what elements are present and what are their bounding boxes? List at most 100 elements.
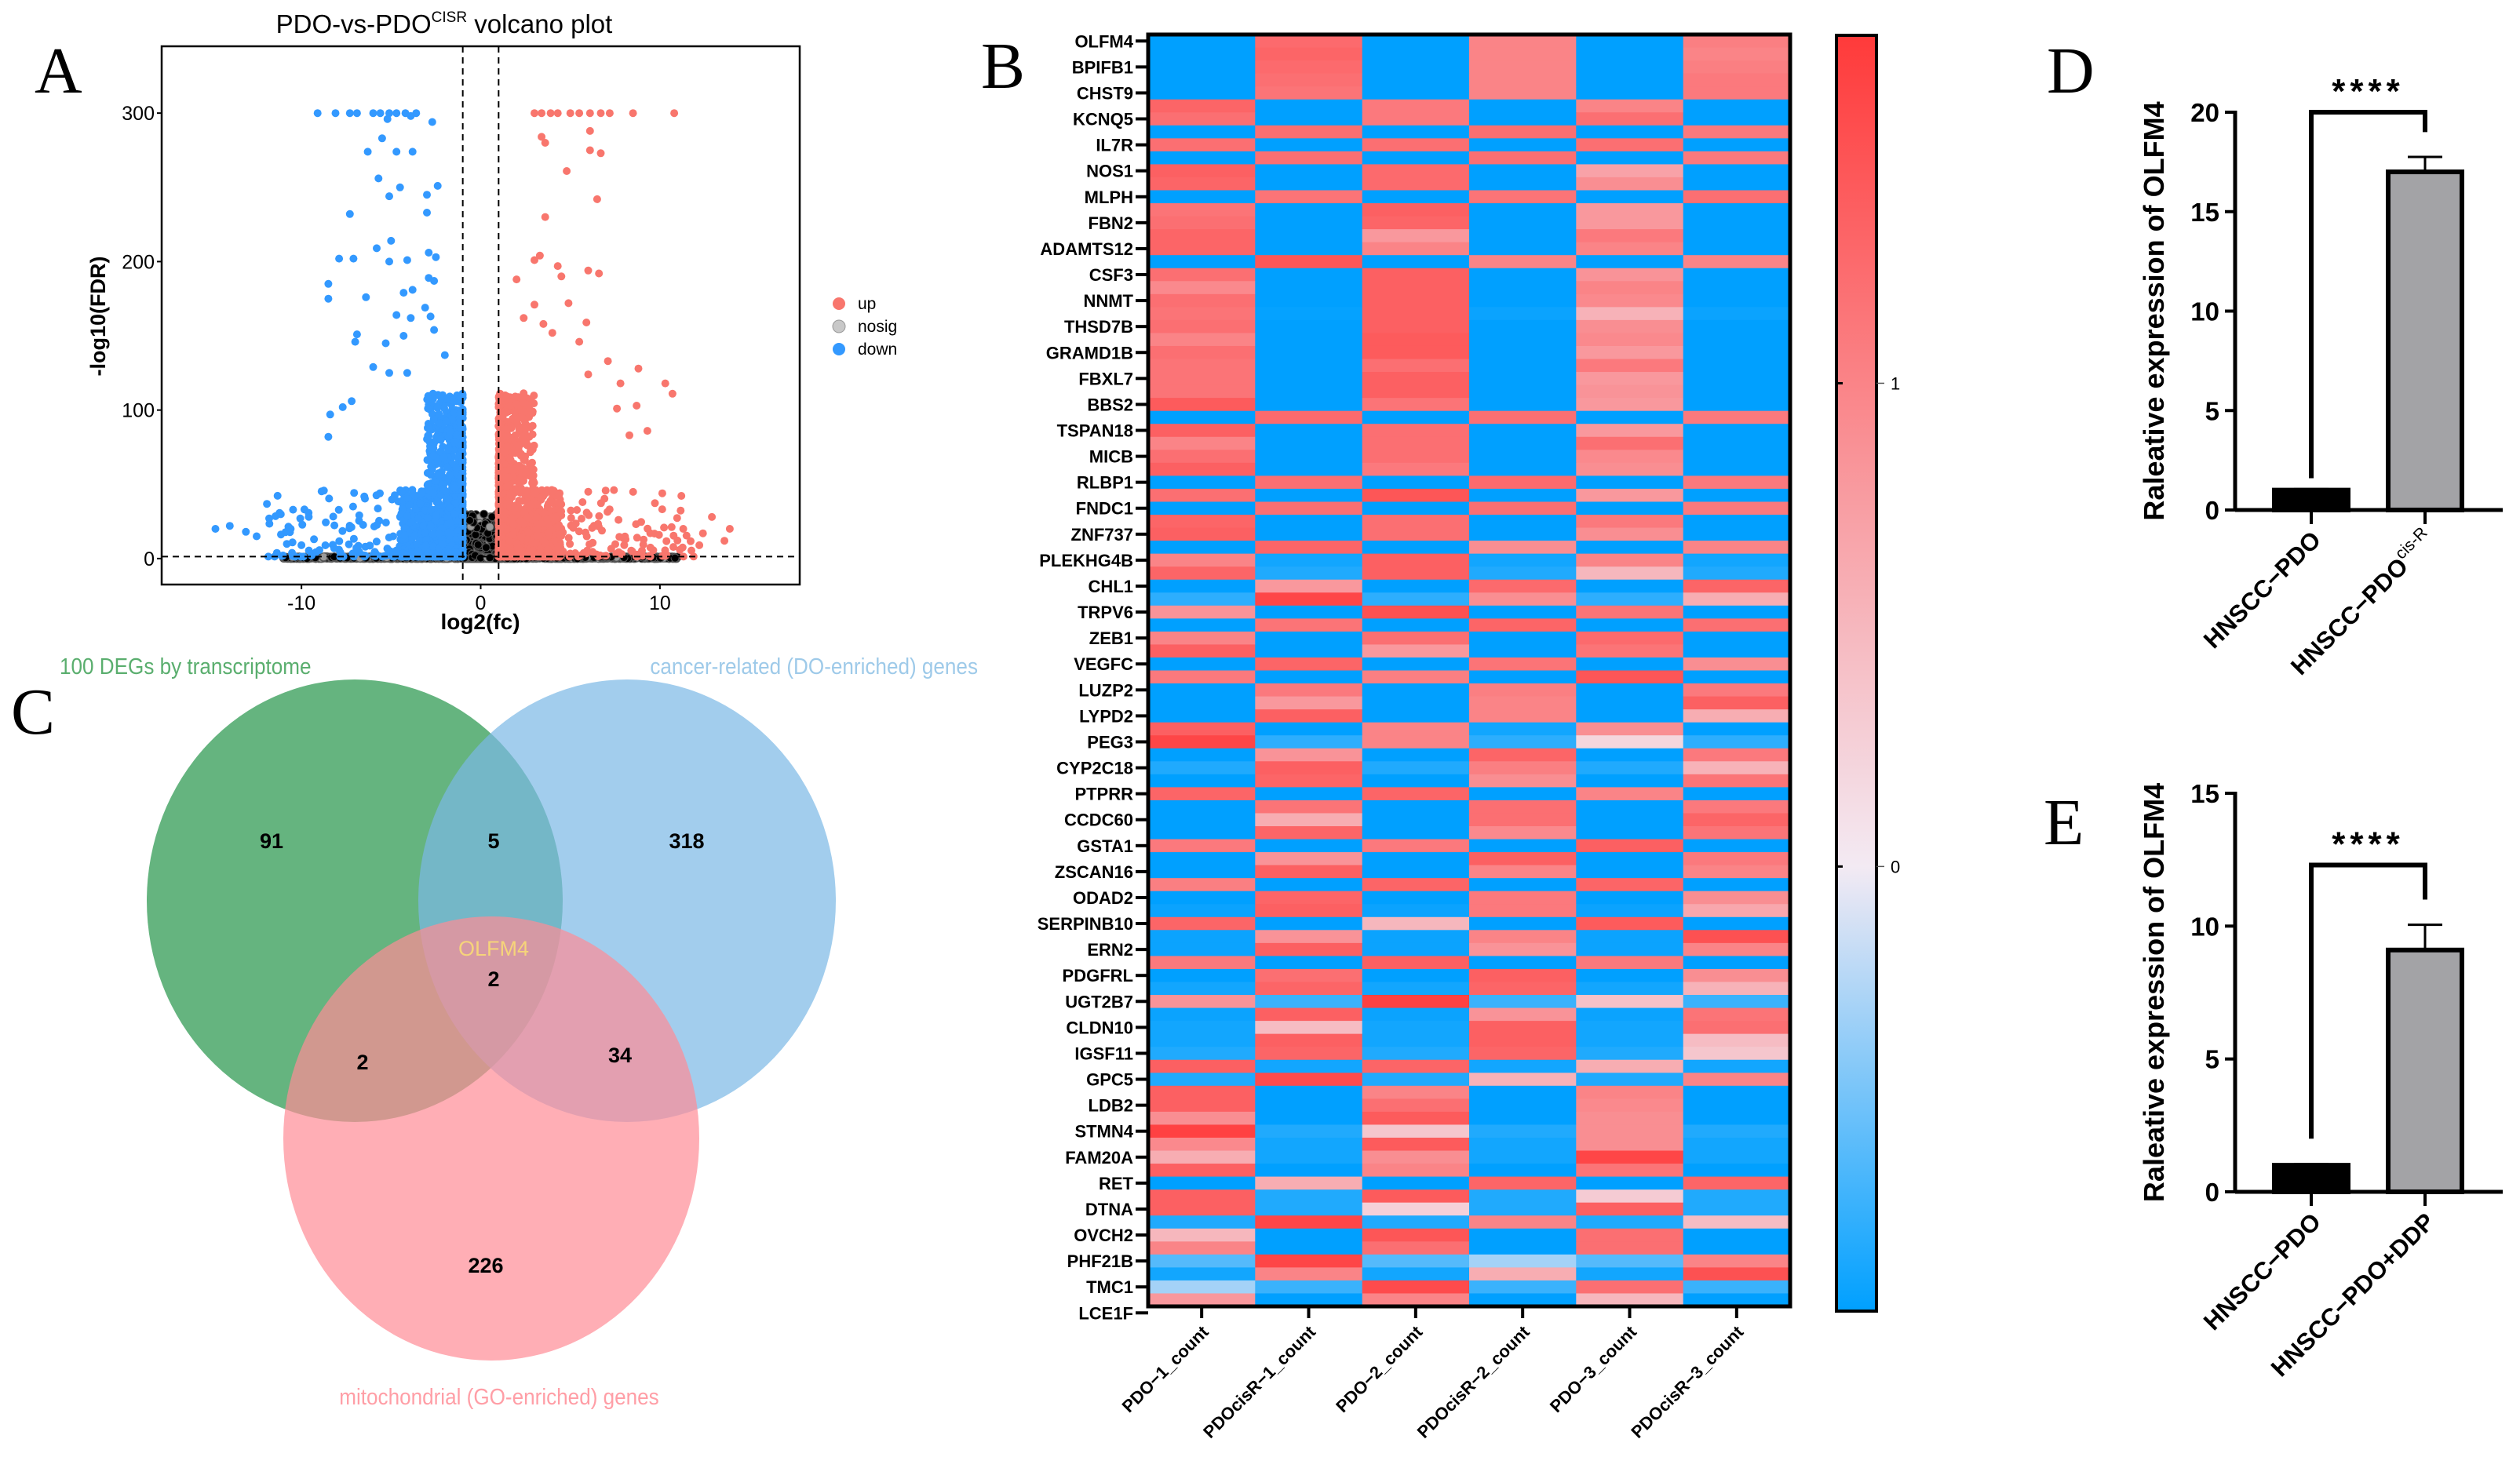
down-point [423, 209, 431, 217]
down-point [403, 256, 411, 264]
down-point [419, 522, 428, 530]
down-point [372, 491, 381, 500]
up-point [676, 506, 685, 515]
down-point [446, 470, 454, 479]
down-point [432, 253, 440, 261]
down-point [305, 512, 313, 521]
down-point [403, 512, 411, 520]
down-point [373, 521, 381, 529]
down-point [392, 311, 401, 319]
down-point [457, 472, 465, 480]
down-point [351, 337, 359, 346]
down-point [372, 537, 381, 546]
down-point [429, 489, 437, 497]
down-point [242, 527, 250, 536]
down-point [407, 111, 415, 120]
down-point [421, 528, 429, 537]
down-point [334, 505, 343, 514]
up-point [584, 487, 593, 496]
down-point [396, 183, 404, 191]
down-point [253, 532, 261, 541]
down-point [359, 551, 368, 559]
down-point [392, 148, 401, 156]
down-point [421, 541, 430, 550]
down-point [355, 516, 363, 525]
down-point [308, 552, 315, 559]
down-point [446, 519, 454, 527]
down-point [429, 451, 438, 460]
down-point [410, 491, 419, 500]
down-point [405, 501, 414, 509]
down-point [385, 257, 393, 266]
down-point [423, 435, 432, 443]
down-point [408, 286, 417, 294]
down-point [407, 314, 415, 322]
down-point [325, 494, 334, 503]
down-point [349, 254, 358, 263]
down-point [388, 495, 396, 504]
up-point [662, 537, 671, 545]
down-point [376, 109, 385, 118]
down-point [350, 489, 359, 497]
down-point [443, 463, 452, 472]
down-point [400, 531, 409, 540]
down-point [436, 435, 445, 444]
down-point [363, 148, 372, 156]
down-point [335, 254, 344, 263]
volcano-title: PDO-vs-PDOCISR volcano plot [276, 9, 613, 38]
down-point [410, 531, 419, 540]
down-point [345, 522, 354, 530]
down-point [421, 304, 429, 312]
up-point [660, 523, 669, 532]
down-point [286, 525, 295, 533]
down-point [360, 492, 369, 501]
down-point [403, 369, 411, 377]
down-point [446, 427, 454, 435]
down-point [429, 395, 437, 403]
title-main: PDO-vs-PDO [276, 9, 432, 38]
down-point [442, 417, 450, 426]
down-point [319, 486, 328, 495]
down-point [313, 109, 322, 118]
down-point [330, 521, 339, 530]
down-point [362, 293, 370, 301]
down-point [331, 109, 340, 118]
up-point [515, 497, 523, 505]
down-point [385, 192, 393, 201]
down-point [439, 485, 448, 494]
down-point [428, 118, 436, 126]
down-point [315, 546, 323, 555]
down-point [369, 362, 377, 371]
up-point [615, 515, 623, 524]
down-point [424, 404, 432, 413]
down-point [430, 277, 439, 285]
down-point [324, 432, 333, 441]
down-point [408, 148, 417, 156]
nosig-point [473, 540, 483, 549]
down-point [387, 236, 396, 245]
down-point [345, 540, 353, 548]
down-point [369, 551, 377, 559]
down-point [383, 115, 392, 123]
down-point [338, 526, 347, 535]
down-point [297, 541, 306, 549]
down-point [392, 109, 401, 118]
up-point [601, 486, 610, 495]
down-point [345, 109, 354, 118]
nosig-point [471, 530, 480, 540]
down-point [374, 174, 383, 183]
nosig-point [670, 553, 680, 563]
down-point [283, 540, 291, 548]
down-point [413, 540, 421, 548]
nosig-point [480, 509, 489, 519]
down-point [450, 509, 458, 518]
down-point [352, 330, 361, 339]
down-point [423, 514, 432, 522]
down-point [427, 462, 436, 471]
down-point [440, 351, 449, 359]
down-point [444, 548, 453, 557]
up-point [673, 536, 682, 545]
down-point [416, 499, 425, 508]
